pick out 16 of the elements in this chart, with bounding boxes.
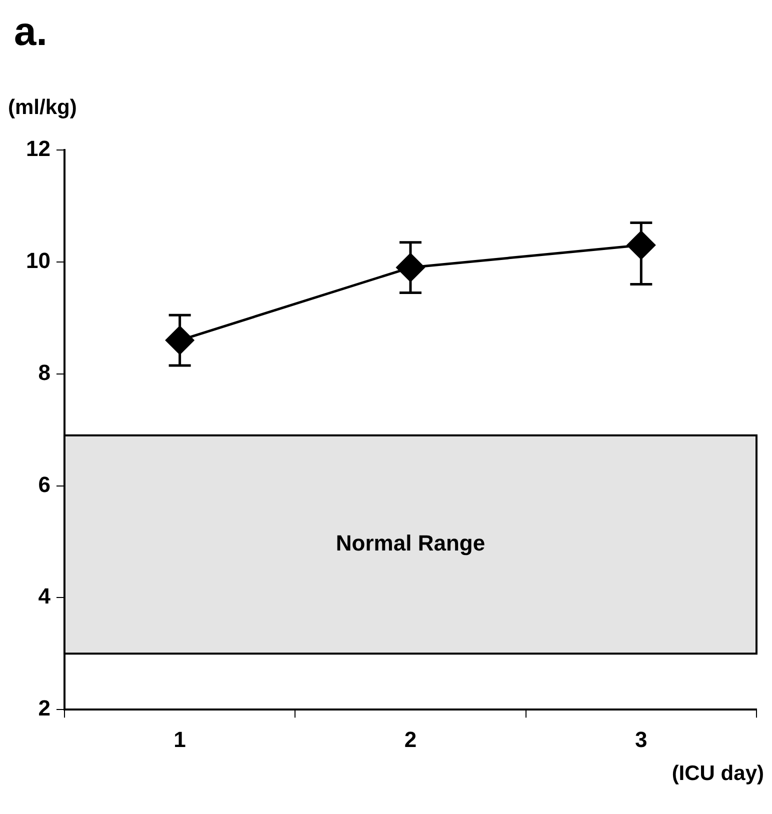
x-tick-label: 1	[174, 726, 186, 752]
x-tick-label: 2	[404, 726, 417, 752]
point	[396, 253, 425, 282]
x-tick-label: 3	[635, 726, 648, 752]
y-tick-label: 8	[38, 360, 50, 385]
y-tick-label: 10	[26, 248, 50, 273]
point	[166, 326, 194, 355]
y-axis-title: (ml/kg)	[8, 96, 77, 120]
band-label: Normal Range	[336, 530, 486, 556]
y-tick-label: 12	[26, 136, 50, 162]
y-tick-label: 2	[38, 696, 50, 721]
y-tick-label: 6	[38, 472, 50, 497]
point	[626, 230, 656, 260]
x-axis-title: (ICU day)	[672, 762, 764, 786]
chart-title: a.	[14, 10, 48, 55]
y-tick-label: 4	[38, 584, 52, 609]
